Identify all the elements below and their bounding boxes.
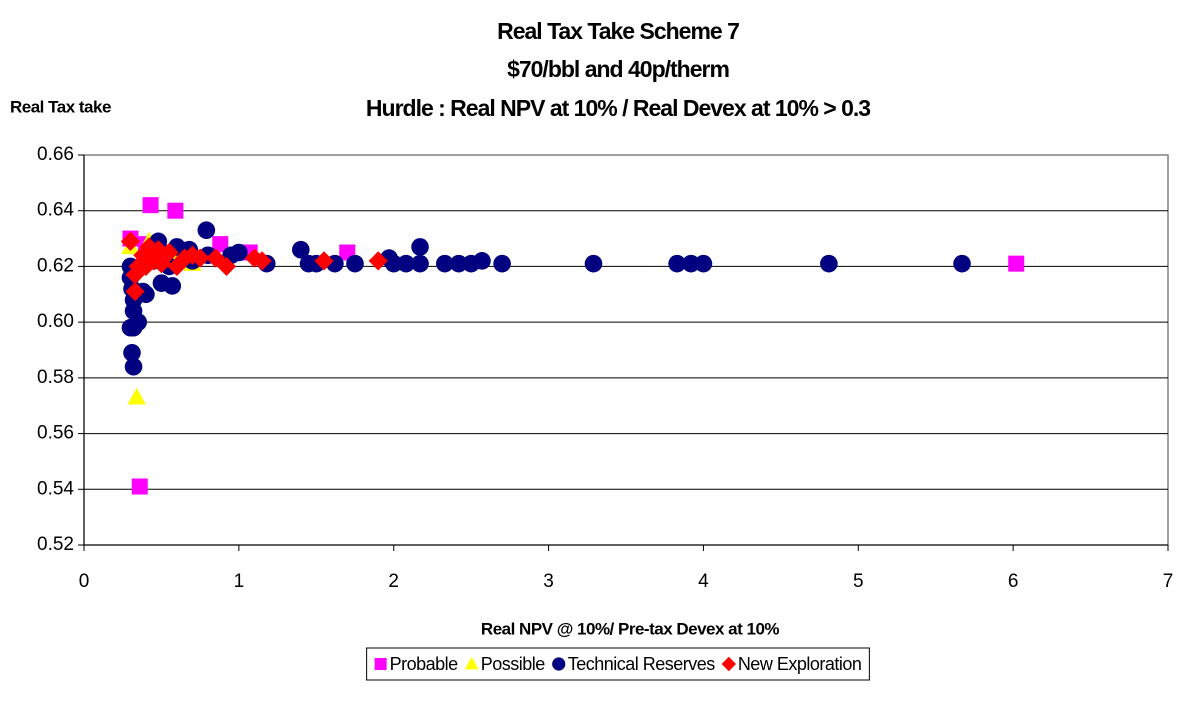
y-tick-label: 0.52 [37, 534, 74, 555]
marker-diamond [368, 251, 388, 271]
marker-circle [124, 357, 143, 376]
legend-label: Possible [481, 654, 546, 674]
marker-diamond [314, 251, 334, 271]
marker-circle [820, 254, 838, 273]
marker-circle [953, 254, 971, 273]
legend-box [366, 647, 870, 681]
marker-diamond [216, 256, 237, 277]
y-tick-label: 0.62 [37, 255, 74, 276]
marker-circle [197, 221, 216, 240]
marker-diamond [148, 240, 168, 260]
marker-circle [384, 254, 403, 273]
marker-diamond [136, 256, 156, 277]
marker-circle [682, 254, 700, 273]
x-tick-label: 0 [79, 571, 90, 592]
marker-square [374, 658, 387, 670]
marker-circle [346, 254, 364, 273]
marker-circle [163, 277, 182, 295]
chart-title: Real Tax Take Scheme 7 [497, 18, 739, 44]
x-tick-label: 5 [853, 571, 864, 592]
y-axis-label: Real Tax take [10, 97, 111, 116]
chart-subtitle: $70/bbl and 40p/therm [507, 56, 729, 82]
marker-circle [292, 240, 310, 259]
x-tick-label: 3 [543, 571, 554, 592]
marker-square [142, 197, 159, 214]
marker-circle [436, 254, 454, 273]
x-axis-label: Real NPV @ 10%/ Pre-tax Devex at 10% [481, 619, 780, 638]
y-tick-label: 0.64 [37, 200, 74, 221]
y-tick-label: 0.56 [37, 423, 74, 444]
y-tick-label: 0.58 [37, 367, 74, 388]
marker-circle [411, 238, 429, 256]
marker-circle [449, 254, 468, 273]
x-tick-label: 2 [388, 571, 399, 592]
marker-triangle [127, 387, 146, 405]
marker-diamond [252, 251, 272, 271]
marker-square [131, 478, 148, 495]
y-tick-label: 0.66 [37, 144, 74, 165]
marker-diamond [190, 248, 210, 268]
x-tick-label: 6 [1008, 571, 1019, 592]
marker-circle [129, 313, 147, 331]
marker-diamond [721, 656, 737, 672]
marker-diamond [144, 251, 164, 271]
marker-circle [694, 254, 713, 273]
marker-square [167, 202, 184, 219]
marker-diamond [125, 281, 145, 302]
y-tick-label: 0.60 [37, 311, 74, 332]
marker-triangle [464, 656, 479, 670]
legend-label: Probable [390, 654, 459, 674]
marker-circle [668, 254, 686, 273]
x-tick-label: 4 [698, 571, 709, 592]
marker-circle [493, 254, 511, 273]
marker-square [212, 236, 229, 253]
marker-diamond [182, 245, 202, 265]
marker-circle [230, 243, 248, 262]
marker-circle [552, 657, 566, 671]
chart-subtitle: Hurdle : Real NPV at 10% / Real Devex at… [366, 95, 870, 121]
marker-circle [473, 252, 491, 270]
marker-circle [584, 254, 603, 273]
marker-circle [397, 254, 415, 273]
x-tick-label: 1 [234, 571, 245, 592]
marker-circle [411, 254, 429, 273]
y-tick-label: 0.54 [37, 478, 74, 499]
legend-label: New Exploration [738, 654, 862, 674]
marker-diamond [244, 248, 264, 268]
plot-area [83, 154, 1169, 546]
marker-diamond [175, 248, 195, 268]
legend-label: Technical Reserves [568, 654, 716, 674]
x-tick-label: 7 [1163, 571, 1174, 592]
marker-diamond [120, 231, 141, 251]
marker-square [1008, 255, 1025, 272]
marker-circle [123, 343, 141, 362]
